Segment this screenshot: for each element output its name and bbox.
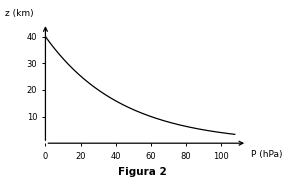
X-axis label: P (hPa): P (hPa): [252, 150, 283, 159]
Text: Figura 2: Figura 2: [118, 167, 166, 177]
Y-axis label: z (km): z (km): [5, 9, 34, 18]
